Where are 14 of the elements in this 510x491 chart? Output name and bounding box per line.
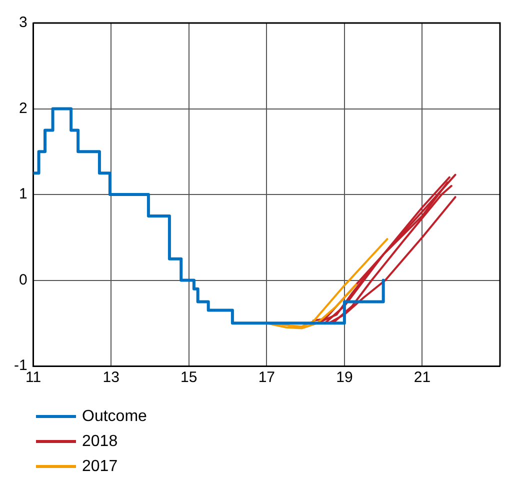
legend-label: 2017 bbox=[82, 458, 118, 476]
x-tick-label: 11 bbox=[26, 369, 42, 386]
x-tick-label: 19 bbox=[336, 369, 353, 386]
y-tick-label: 1 bbox=[18, 186, 28, 203]
y-tick-label: 3 bbox=[18, 14, 28, 32]
legend-label: 2018 bbox=[82, 432, 118, 450]
y-tick-label: -1 bbox=[14, 357, 28, 374]
x-tick-label: 13 bbox=[102, 369, 120, 386]
legend-label: Outcome bbox=[82, 408, 147, 426]
x-tick-label: 17 bbox=[258, 369, 276, 386]
x-tick-label: 21 bbox=[414, 369, 431, 386]
y-tick-label: 0 bbox=[18, 271, 28, 288]
x-tick-label: 15 bbox=[180, 369, 198, 386]
y-tick-label: 2 bbox=[18, 100, 28, 117]
